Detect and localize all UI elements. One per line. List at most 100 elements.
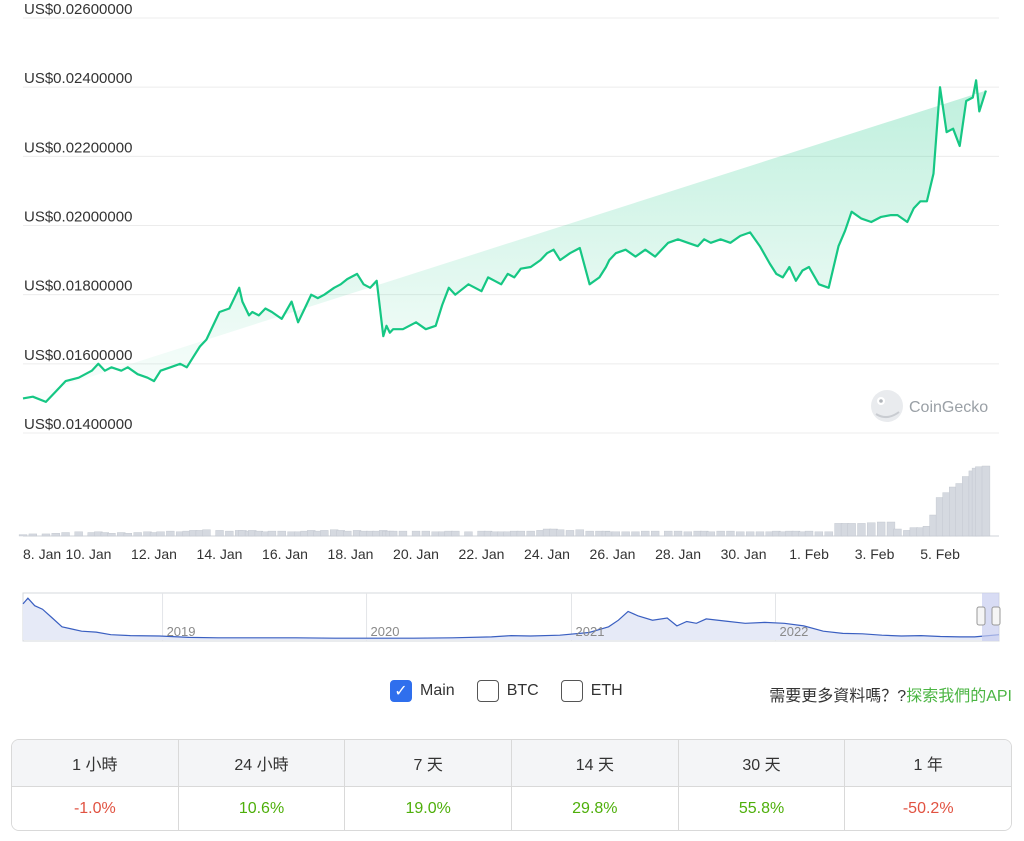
navigator-year-label: 2021 bbox=[576, 624, 605, 639]
volume-bar bbox=[41, 533, 51, 537]
x-tick-label: 3. Feb bbox=[855, 546, 895, 562]
y-tick-label: US$0.01800000 bbox=[24, 278, 132, 295]
stat-value: -1.0% bbox=[12, 787, 178, 830]
volume-bar bbox=[824, 531, 833, 537]
eth-checkbox[interactable] bbox=[560, 680, 583, 702]
stat-value: 55.8% bbox=[678, 787, 845, 830]
volume-bar bbox=[215, 530, 224, 537]
volume-bar bbox=[683, 531, 693, 537]
x-tick-label: 24. Jan bbox=[524, 546, 570, 562]
x-tick-label: 1. Feb bbox=[789, 546, 829, 562]
volume-bar bbox=[166, 530, 175, 537]
x-tick-label: 10. Jan bbox=[66, 546, 112, 562]
x-tick-label: 22. Jan bbox=[459, 546, 505, 562]
volume-bar bbox=[706, 531, 715, 537]
y-tick-label: US$0.01600000 bbox=[24, 347, 132, 364]
stat-value: 19.0% bbox=[345, 787, 512, 830]
volume-bar bbox=[585, 530, 594, 537]
volume-bar bbox=[726, 530, 735, 537]
x-tick-label: 20. Jan bbox=[393, 546, 439, 562]
volume-bar bbox=[736, 531, 745, 537]
range-navigator[interactable]: 2019 2020 2021 2022 bbox=[22, 592, 1001, 642]
volume-bar bbox=[74, 531, 83, 537]
y-tick-label: US$0.02200000 bbox=[24, 139, 132, 156]
volume-bar bbox=[526, 530, 535, 537]
volume-bar bbox=[575, 529, 584, 537]
volume-bar bbox=[746, 531, 755, 537]
price-line bbox=[22, 79, 987, 403]
volume-bar bbox=[641, 530, 650, 537]
coingecko-watermark: CoinGecko bbox=[871, 390, 988, 422]
volume-bar bbox=[651, 530, 660, 537]
navigator-year-label: 2019 bbox=[167, 624, 196, 639]
volume-bar bbox=[516, 530, 526, 537]
api-prompt: 需要更多資料嗎？?探索我們的API bbox=[769, 682, 1012, 706]
watermark-text: CoinGecko bbox=[909, 399, 988, 416]
option-main[interactable]: ✓ Main bbox=[390, 680, 455, 702]
x-tick-label: 14. Jan bbox=[197, 546, 243, 562]
volume-bar bbox=[464, 531, 473, 537]
volume-bar bbox=[621, 531, 630, 537]
volume-bar bbox=[877, 521, 886, 537]
stat-header: 1 年 bbox=[845, 740, 1011, 787]
stat-column: 30 天 55.8% bbox=[678, 740, 846, 830]
volume-bar bbox=[804, 530, 814, 537]
volume-bar bbox=[320, 530, 329, 537]
volume-bar bbox=[343, 530, 352, 537]
x-tick-label: 26. Jan bbox=[590, 546, 636, 562]
navigator-handle-right[interactable] bbox=[991, 606, 1001, 626]
eth-label: ETH bbox=[590, 682, 623, 699]
checkmark-icon: ✓ bbox=[394, 681, 408, 700]
option-eth[interactable]: ETH bbox=[560, 680, 623, 702]
stat-column: 1 小時 -1.0% bbox=[12, 740, 179, 830]
chart-series-options: ✓ Main BTC ETH bbox=[390, 680, 645, 702]
volume-bar bbox=[716, 530, 725, 537]
stat-value: 10.6% bbox=[178, 787, 345, 830]
volume-bar bbox=[857, 523, 866, 537]
volume-bar bbox=[133, 532, 142, 537]
volume-bar bbox=[61, 532, 70, 537]
volume-bar bbox=[28, 533, 37, 537]
volume-bar bbox=[631, 531, 640, 537]
x-tick-label: 30. Jan bbox=[721, 546, 767, 562]
api-prompt-text: 需要更多資料嗎？? bbox=[769, 688, 907, 705]
volume-bar bbox=[611, 531, 621, 537]
stat-header: 30 天 bbox=[678, 740, 845, 787]
volume-bar bbox=[225, 530, 234, 537]
x-tick-label: 8. Jan bbox=[23, 546, 61, 562]
volume-bar bbox=[277, 530, 286, 537]
navigator-year-label: 2020 bbox=[371, 624, 400, 639]
option-btc[interactable]: BTC bbox=[476, 680, 539, 702]
stat-column: 14 天 29.8% bbox=[512, 740, 679, 830]
volume-bar bbox=[565, 530, 575, 537]
stat-header: 7 天 bbox=[345, 740, 512, 787]
x-tick-label: 5. Feb bbox=[920, 546, 960, 562]
price-change-table: 1 小時 -1.0% 24 小時 10.6% 7 天 19.0% 14 天 29… bbox=[11, 739, 1012, 831]
volume-bar bbox=[814, 531, 824, 537]
volume-bar bbox=[556, 529, 565, 537]
volume-bar bbox=[673, 530, 683, 537]
x-tick-label: 12. Jan bbox=[131, 546, 177, 562]
volume-bar bbox=[411, 530, 421, 537]
navigator-handle-left[interactable] bbox=[976, 606, 986, 626]
volume-bars bbox=[18, 465, 999, 537]
navigator-selection[interactable] bbox=[982, 593, 999, 641]
price-chart[interactable]: US$0.02600000 US$0.02400000 US$0.02200000 U… bbox=[0, 0, 1024, 660]
y-tick-label: US$0.02000000 bbox=[24, 209, 132, 226]
x-tick-label: 18. Jan bbox=[328, 546, 374, 562]
x-tick-label: 28. Jan bbox=[655, 546, 701, 562]
volume-bar bbox=[156, 531, 165, 537]
volume-bar bbox=[398, 530, 408, 537]
volume-bar bbox=[107, 533, 116, 537]
stat-column: 1 年 -50.2% bbox=[845, 740, 1011, 830]
main-checkbox[interactable]: ✓ bbox=[390, 680, 412, 702]
stat-header: 14 天 bbox=[512, 740, 678, 787]
stat-column: 24 小時 10.6% bbox=[178, 740, 346, 830]
stat-value: -50.2% bbox=[845, 787, 1011, 830]
volume-bar bbox=[451, 530, 460, 537]
btc-checkbox[interactable] bbox=[476, 680, 499, 702]
stat-header: 24 小時 bbox=[178, 740, 345, 787]
volume-bar bbox=[755, 531, 765, 537]
explore-api-link[interactable]: 探索我們的API bbox=[906, 688, 1012, 705]
main-label: Main bbox=[420, 682, 455, 699]
